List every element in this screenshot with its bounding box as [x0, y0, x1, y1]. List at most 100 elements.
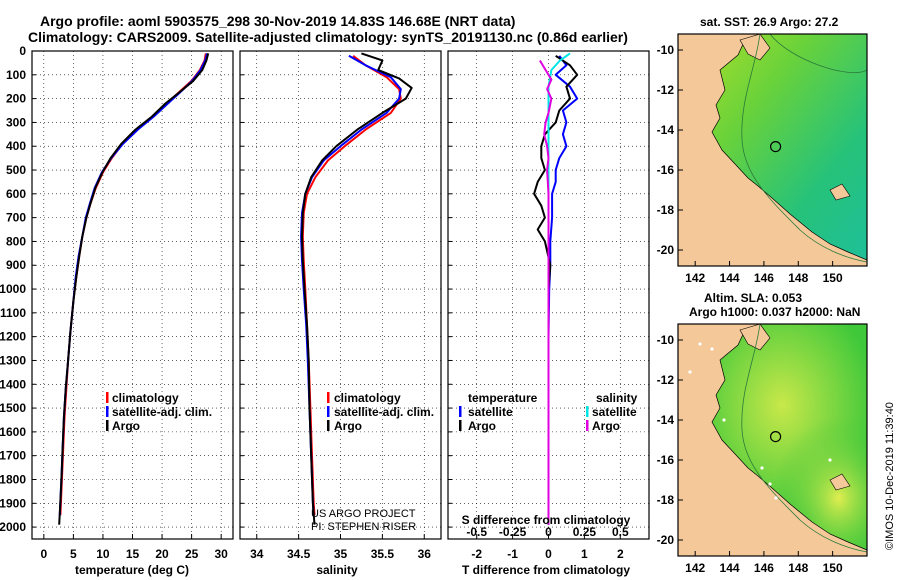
x-tick-label: 34.5 — [287, 547, 311, 561]
legend-label-satellite: satellite-adj. clim. — [334, 405, 434, 419]
map-lon-label: 148 — [788, 561, 808, 575]
salinity-series — [300, 52, 413, 525]
difference-legend: temperature satellite Argo salinity sate… — [459, 391, 638, 433]
x-tick-label: 15 — [126, 547, 140, 561]
map-lat-label: -10 — [657, 333, 675, 347]
sst-map-ticks: 142 144 146 148 150 -10 -12 -14 -16 -18 -20 — [657, 43, 843, 285]
depth-tick-label: 1400 — [0, 377, 26, 391]
s-difference-tick-label: 0.25 — [573, 525, 597, 539]
legend-title-temperature: temperature — [468, 391, 538, 405]
sst-map-frame — [677, 33, 868, 267]
legend-title-salinity: salinity — [596, 391, 638, 405]
depth-tick-label: 1600 — [0, 425, 26, 439]
sla-map-frame — [677, 323, 868, 557]
legend-swatch-climatology — [327, 392, 330, 403]
map-lat-label: -12 — [657, 373, 675, 387]
map-lat-label: -10 — [657, 43, 675, 57]
series-line-satellite-adj-clim- — [300, 54, 402, 516]
legend-label-t-satellite: satellite — [468, 405, 513, 419]
map-lat-label: -20 — [657, 533, 675, 547]
legend-label-climatology: climatology — [334, 391, 401, 405]
legend-swatch-argo — [106, 420, 109, 431]
map-lon-label: 150 — [823, 561, 843, 575]
salinity-grid — [240, 50, 441, 539]
map-lon-label: 142 — [685, 561, 705, 575]
sst-depth-contour — [741, 34, 867, 263]
map-lon-label: 144 — [720, 561, 740, 575]
legend-label-t-argo: Argo — [468, 419, 496, 433]
depth-axis: 0 100 200 300 400 500 600 700 800 900 1000 1100 1200… — [0, 44, 26, 534]
salinity-x-ticks: 34 34.5 35 35.5 36 — [250, 534, 431, 561]
sst-depth-contour-2 — [769, 34, 867, 74]
t-difference-x-label: T difference from climatology — [462, 563, 630, 577]
depth-tick-label: 400 — [6, 139, 26, 153]
map-lat-label: -16 — [657, 453, 675, 467]
depth-tick-label: 800 — [6, 234, 26, 248]
map-lat-label: -18 — [657, 203, 675, 217]
depth-tick-label: 1900 — [0, 496, 26, 510]
legend-label-argo: Argo — [334, 419, 362, 433]
salinity-legend: climatology satellite-adj. clim. Argo US… — [311, 391, 434, 533]
imos-watermark: ©IMOS 10-Dec-2019 11:39:40 — [884, 402, 896, 550]
legend-swatch-climatology — [106, 392, 109, 403]
legend-label-s-argo: Argo — [592, 419, 620, 433]
temperature-x-ticks: 0 5 10 15 20 25 30 — [40, 534, 228, 561]
x-tick-label: -2 — [471, 547, 482, 561]
salinity-x-label: salinity — [316, 563, 358, 577]
map-lon-label: 144 — [720, 271, 740, 285]
x-tick-label: 25 — [185, 547, 199, 561]
project-credit: US ARGO PROJECT — [311, 508, 416, 520]
s-difference-tick-label: -0.25 — [499, 525, 527, 539]
map-lon-label: 146 — [754, 561, 774, 575]
x-tick-label: 35.5 — [371, 547, 395, 561]
series-line-t-argo — [533, 54, 579, 525]
depth-tick-label: 1100 — [0, 306, 26, 320]
temperature-legend: climatology satellite-adj. clim. Argo — [106, 391, 212, 433]
legend-swatch-argo — [327, 420, 330, 431]
depth-tick-label: 1700 — [0, 449, 26, 463]
map-lon-label: 148 — [788, 271, 808, 285]
legend-label-argo: Argo — [112, 419, 140, 433]
sla-float-dot — [698, 342, 702, 346]
difference-series — [533, 52, 579, 525]
depth-tick-label: 700 — [6, 211, 26, 225]
x-tick-label: 0 — [40, 547, 47, 561]
sla-float-dot — [774, 496, 778, 500]
legend-swatch-t-argo — [459, 420, 462, 431]
s-difference-tick-label: 0.5 — [612, 525, 629, 539]
depth-tick-label: 500 — [6, 163, 26, 177]
map-lat-label: -14 — [657, 123, 675, 137]
series-line-argo — [58, 53, 210, 525]
series-line-argo — [301, 52, 413, 525]
depth-tick-label: 200 — [6, 92, 26, 106]
legend-swatch-t-satellite — [459, 406, 462, 417]
sla-float-dot — [688, 370, 692, 374]
temperature-series — [58, 53, 210, 525]
depth-tick-label: 300 — [6, 115, 26, 129]
s-difference-tick-label: 0 — [545, 525, 552, 539]
sla-island — [739, 324, 771, 351]
map-lat-label: -20 — [657, 243, 675, 257]
x-tick-label: 35 — [334, 547, 348, 561]
depth-tick-label: 600 — [6, 187, 26, 201]
sst-island — [739, 34, 771, 61]
sla-float-dot — [722, 418, 726, 422]
salinity-difference-x-ticks: -0.5 -0.25 0 0.25 0.5 — [466, 525, 629, 539]
map-lon-label: 146 — [754, 271, 774, 285]
figure-title-line1: Argo profile: aoml 5903575_298 30-Nov-20… — [40, 13, 515, 29]
depth-tick-label: 100 — [6, 68, 26, 82]
sst-map-title: sat. SST: 26.9 Argo: 27.2 — [700, 15, 839, 29]
sla-argo-location-marker — [769, 431, 782, 443]
x-tick-label: 2 — [617, 547, 624, 561]
sla-map-title: Altim. SLA: 0.053 — [704, 291, 802, 305]
legend-swatch-s-argo — [586, 420, 589, 431]
legend-label-climatology: climatology — [112, 391, 179, 405]
sst-reef-islet — [829, 183, 851, 201]
sla-map-ticks: 142 144 146 148 150 -10 -12 -14 -16 -18 -20 — [657, 333, 843, 575]
map-lat-label: -14 — [657, 413, 675, 427]
map-lat-label: -16 — [657, 163, 675, 177]
depth-tick-label: 1500 — [0, 401, 26, 415]
sla-land — [678, 324, 867, 556]
depth-tick-label: 2000 — [0, 520, 26, 534]
